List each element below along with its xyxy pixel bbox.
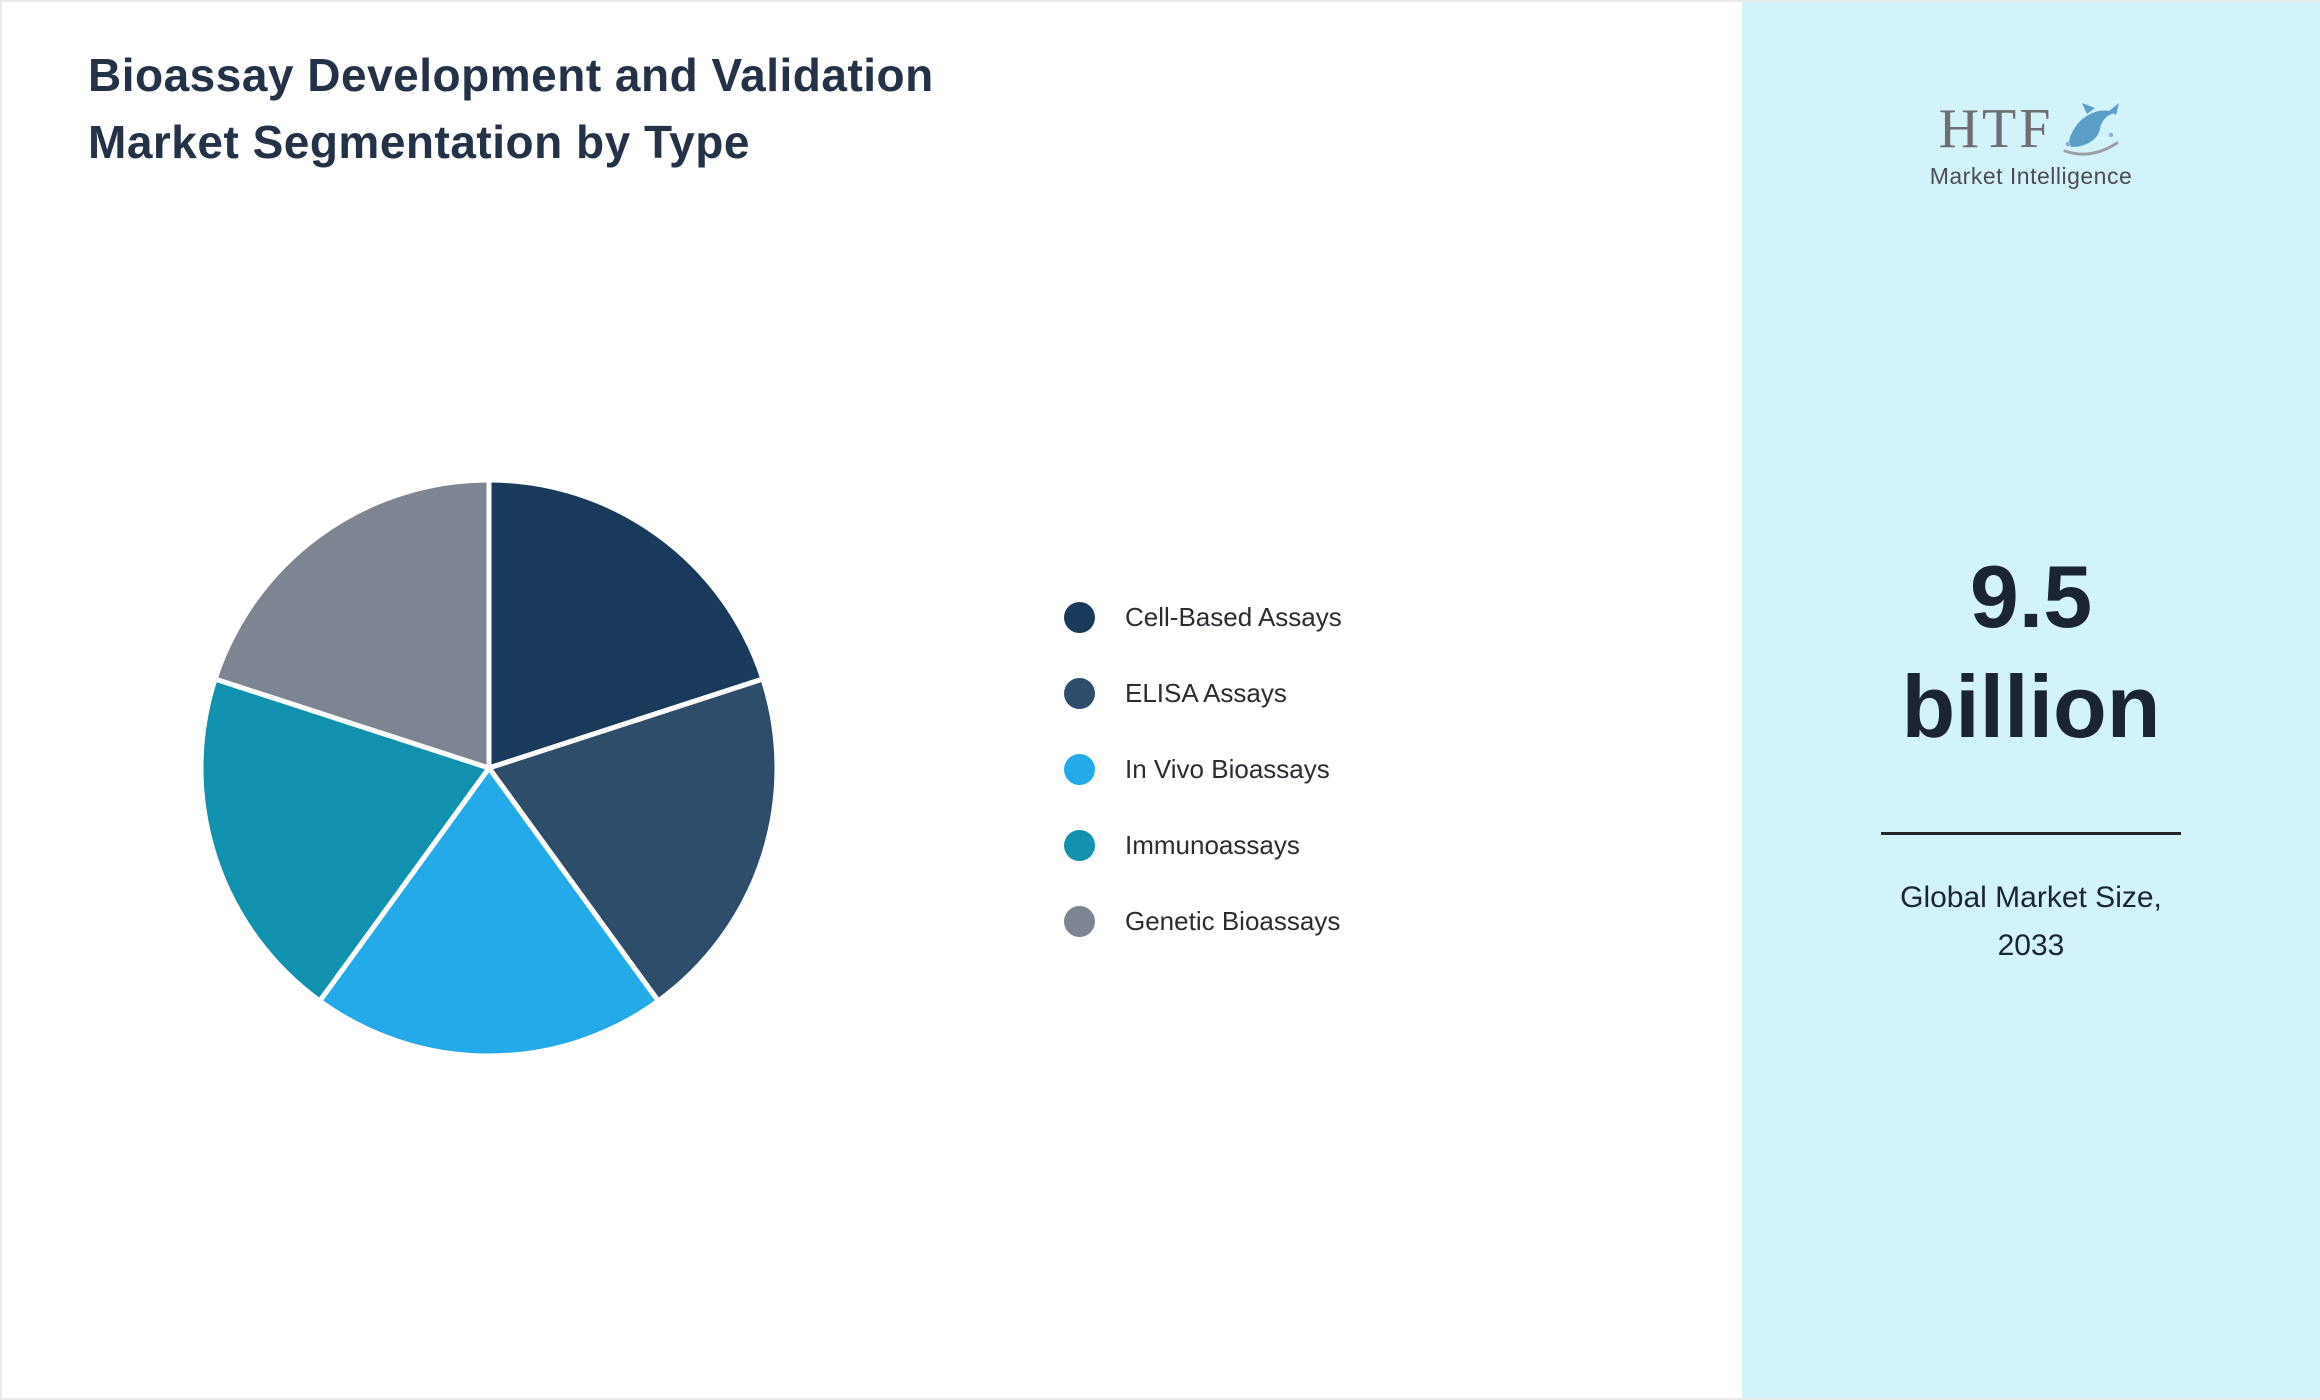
- pie-slice-3: [198, 676, 492, 1004]
- legend-dot: [1064, 906, 1095, 937]
- legend-dot: [1064, 678, 1095, 709]
- legend-dot: [1064, 830, 1095, 861]
- chart-title: Bioassay Development and Validation Mark…: [88, 49, 934, 168]
- logo-text: HTF: [1938, 98, 2054, 160]
- pie-slice-0: [486, 477, 766, 771]
- legend-label: Cell-Based Assays: [1125, 602, 1342, 632]
- pie-slice-1: [486, 676, 780, 1004]
- legend-item: Cell-Based Assays: [1064, 602, 1342, 633]
- legend-label: Genetic Bioassays: [1125, 906, 1341, 936]
- sidebar-panel: HTF Market Intelligence 9.5 billion: [1742, 2, 2320, 1398]
- divider: [1881, 832, 2181, 835]
- logo-subtext: Market Intelligence: [1929, 163, 2133, 189]
- pie-svg: [198, 477, 780, 1059]
- legend-label: Immunoassays: [1125, 830, 1300, 860]
- legend-item: In Vivo Bioassays: [1064, 754, 1342, 785]
- legend-item: Immunoassays: [1064, 830, 1342, 861]
- market-size-unit: billion: [1901, 657, 2161, 756]
- market-size-value: 9.5: [1969, 547, 2093, 646]
- legend-label: ELISA Assays: [1125, 678, 1287, 708]
- market-size-label-line1: Global Market Size,: [1900, 881, 2162, 914]
- legend-label: In Vivo Bioassays: [1125, 754, 1330, 784]
- dolphin-icon: [2059, 97, 2123, 161]
- legend-item: ELISA Assays: [1064, 678, 1342, 709]
- market-size-label-line2: 2033: [1997, 929, 2065, 962]
- market-size-label: Global Market Size, 2033: [1742, 874, 2320, 970]
- logo: HTF Market Intelligence: [1742, 97, 2320, 190]
- logo-row: HTF: [1742, 97, 2320, 161]
- legend-dot: [1064, 602, 1095, 633]
- pie-slice-4: [212, 477, 492, 771]
- legend: Cell-Based Assays ELISA Assays In Vivo Bio…: [1064, 602, 1342, 937]
- legend-item: Genetic Bioassays: [1064, 906, 1342, 937]
- market-size: 9.5 billion: [1742, 542, 2320, 762]
- pie-slice-2: [317, 765, 661, 1059]
- pie-chart: [189, 468, 789, 1068]
- legend-dot: [1064, 754, 1095, 785]
